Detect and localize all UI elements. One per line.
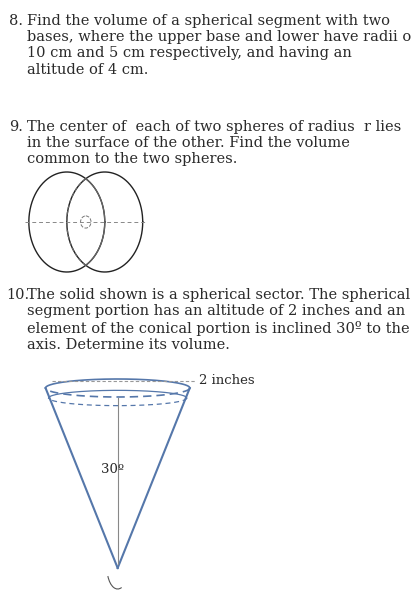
- Text: 30º: 30º: [101, 463, 124, 476]
- Text: The center of  each of two spheres of radius  r lies
in the surface of the other: The center of each of two spheres of rad…: [27, 120, 402, 166]
- Text: 10.: 10.: [6, 288, 29, 302]
- Text: 2 inches: 2 inches: [199, 374, 254, 387]
- Text: Find the volume of a spherical segment with two
bases, where the upper base and : Find the volume of a spherical segment w…: [27, 14, 411, 77]
- Text: The solid shown is a spherical sector. The spherical
segment portion has an alti: The solid shown is a spherical sector. T…: [27, 288, 411, 352]
- Text: 9.: 9.: [9, 120, 23, 134]
- Text: 8.: 8.: [9, 14, 23, 28]
